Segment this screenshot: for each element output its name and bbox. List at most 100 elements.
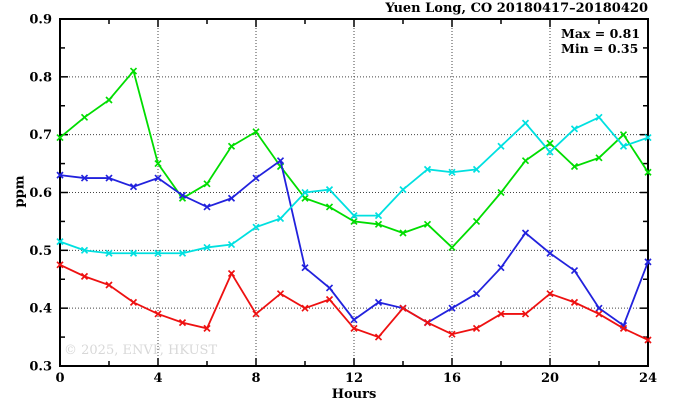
series-cyan-marker [399, 186, 407, 194]
series-cyan-marker [203, 243, 211, 252]
series-red-marker [325, 295, 334, 304]
series-green-marker [301, 194, 309, 202]
series-green-marker [546, 139, 554, 147]
chart-title: Yuen Long, CO 20180417–20180420 [385, 1, 648, 16]
y-tick-label: 0.9 [29, 13, 52, 28]
series-red-marker [472, 324, 481, 333]
series-red-marker [276, 290, 285, 298]
series-red-marker [644, 336, 652, 344]
series-cyan-marker [595, 113, 603, 121]
series-red-marker [521, 310, 530, 318]
series-green-marker [80, 113, 89, 121]
series-red-marker [301, 304, 309, 312]
x-tick-label: 12 [345, 371, 363, 386]
series-blue-marker [227, 194, 236, 202]
series-cyan-marker [619, 142, 628, 150]
series-red-marker [619, 324, 628, 333]
series-cyan-marker [546, 148, 554, 156]
series-cyan-marker [374, 212, 383, 220]
series-cyan-marker [497, 142, 505, 150]
series-blue-marker [350, 316, 358, 324]
x-tick-label: 20 [541, 371, 559, 386]
series-green-marker [423, 220, 432, 228]
series-red-marker [399, 304, 407, 312]
series-cyan-marker [227, 240, 236, 249]
series-green-marker [129, 67, 138, 75]
series-blue-marker [546, 249, 554, 257]
series-cyan-marker [448, 168, 456, 176]
series-cyan-marker [301, 188, 309, 197]
series-red-marker [448, 330, 456, 338]
y-tick-label: 0.5 [29, 244, 52, 259]
series-blue-marker [448, 304, 456, 312]
series-cyan-marker [56, 238, 64, 246]
series-cyan-marker [252, 223, 260, 231]
series-blue-marker [252, 174, 260, 182]
x-axis-label: Hours [331, 387, 377, 402]
series-green-marker [227, 142, 236, 150]
plot-border [59, 18, 649, 367]
series-red-marker [595, 310, 603, 318]
series-blue-marker [472, 290, 481, 298]
y-tick-label: 0.6 [29, 186, 52, 201]
series-red-marker [570, 298, 579, 306]
series-green-marker [619, 131, 628, 139]
series-green-marker [325, 203, 334, 211]
series-red-marker [350, 324, 358, 333]
series-blue-line [59, 159, 649, 327]
x-tick-label: 8 [251, 371, 260, 386]
series-cyan-marker [178, 249, 187, 257]
series-blue-marker [80, 174, 89, 182]
series-cyan-marker [154, 249, 162, 257]
series-blue-marker [203, 203, 211, 211]
series-cyan-marker [80, 246, 89, 254]
max-value-label: Max = 0.81 [561, 26, 641, 41]
series-blue-marker [129, 183, 138, 191]
series-blue-marker [178, 191, 187, 199]
series-cyan-marker [521, 119, 530, 127]
series-green-marker [595, 154, 603, 162]
series-red-marker [129, 298, 138, 306]
x-tick-label: 16 [443, 371, 461, 386]
series-cyan-marker [570, 125, 579, 133]
series-blue-marker [374, 298, 383, 306]
y-axis-label: ppm [12, 175, 28, 208]
series-cyan-marker [423, 165, 432, 173]
series-blue-marker [154, 174, 162, 182]
series-green-marker [570, 162, 579, 171]
min-value-label: Min = 0.35 [561, 41, 639, 56]
series-red-marker [203, 324, 211, 333]
y-tick-label: 0.3 [29, 360, 52, 375]
series-cyan-marker [105, 249, 113, 257]
series-green-marker [521, 157, 530, 165]
series-red-marker [154, 310, 162, 318]
series-blue-marker [497, 264, 505, 272]
x-tick-label: 4 [153, 371, 162, 386]
series-blue-marker [301, 264, 309, 272]
series-green-marker [350, 217, 358, 226]
series-red-marker [178, 319, 187, 327]
series-blue-marker [105, 174, 113, 182]
x-tick-label: 24 [639, 371, 657, 386]
series-green-marker [154, 159, 162, 168]
series-blue-marker [644, 258, 652, 266]
y-tick-label: 0.4 [29, 302, 52, 317]
series-blue-marker [570, 266, 579, 275]
series-cyan-marker [350, 212, 358, 220]
series-green-marker [252, 128, 260, 136]
series-cyan-marker [325, 186, 334, 194]
series-green-marker [105, 96, 113, 104]
series-green-marker [497, 188, 505, 197]
series-green-marker [448, 243, 456, 252]
series-cyan-marker [472, 165, 481, 173]
series-green-marker [56, 133, 64, 142]
series-green-marker [472, 217, 481, 226]
series-cyan-marker [276, 214, 285, 223]
series-green-marker [276, 162, 285, 171]
x-tick-label: 0 [55, 371, 64, 386]
series-red-marker [497, 310, 505, 318]
series-blue-marker [276, 157, 285, 165]
y-tick-label: 0.7 [29, 128, 52, 143]
